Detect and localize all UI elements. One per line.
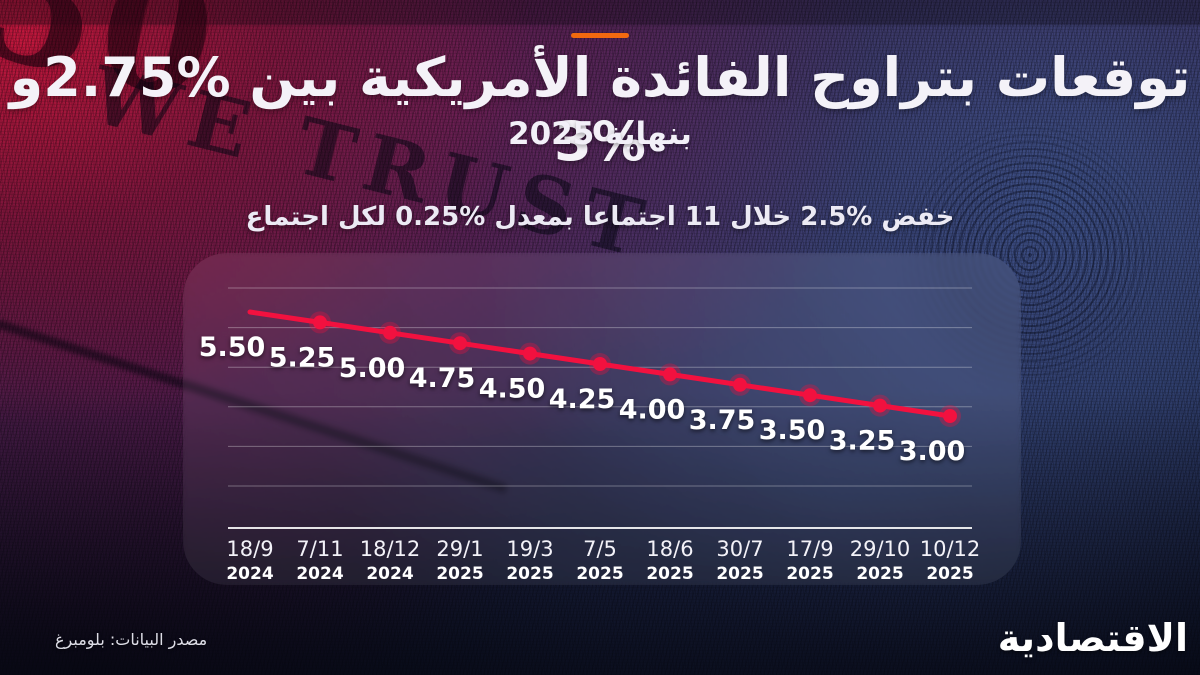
- data-source-label: مصدر البيانات: بلومبرغ: [55, 630, 208, 649]
- accent-dash: [571, 33, 629, 38]
- chart-panel: [183, 253, 1021, 585]
- page-subtitle: بنهاية 2025: [508, 116, 692, 152]
- page-title: توقعات بتراوح الفائدة الأمريكية بين %2.7…: [9, 46, 1191, 173]
- publisher-logo: الاقتصادية: [997, 616, 1189, 660]
- summary-note: خفض %2.5 خلال 11 اجتماعا بمعدل %0.25 لكل…: [245, 202, 955, 232]
